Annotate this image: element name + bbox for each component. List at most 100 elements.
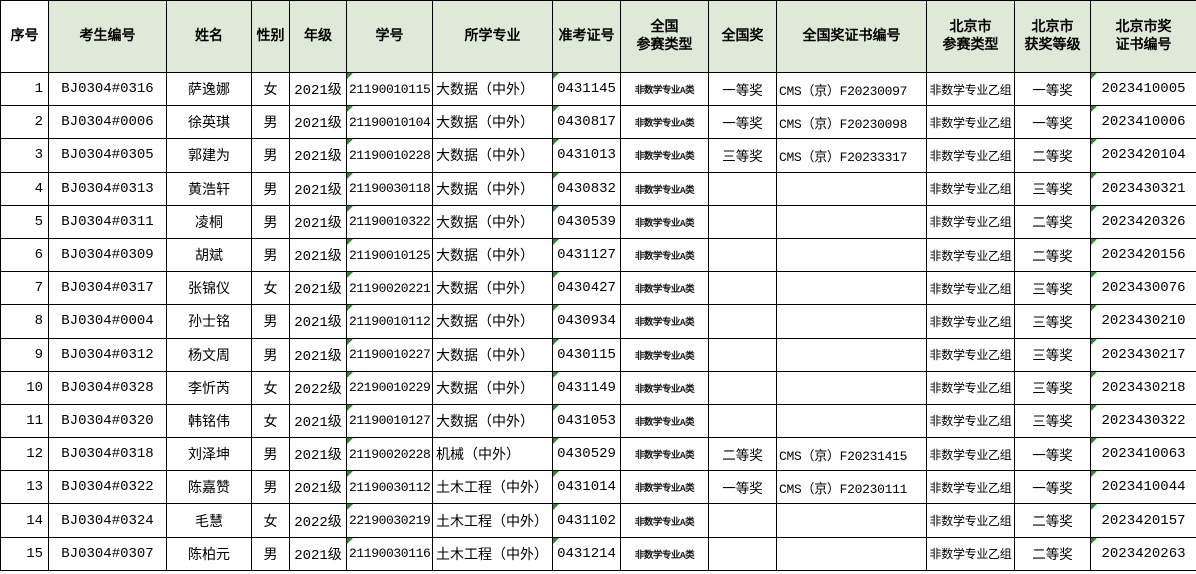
col-header-national-type[interactable]: 全国 参赛类型 bbox=[620, 0, 709, 73]
cell-beijing-award[interactable]: 三等奖 bbox=[1014, 304, 1091, 339]
cell-name[interactable]: 徐英琪 bbox=[166, 105, 252, 140]
cell-gender[interactable]: 男 bbox=[251, 337, 290, 372]
col-header-major[interactable]: 所学专业 bbox=[432, 0, 553, 73]
cell-student-id[interactable]: 21190010322 bbox=[346, 204, 433, 239]
cell-candidate-id[interactable]: BJ0304#0305 bbox=[48, 138, 167, 173]
cell-national-cert-no[interactable] bbox=[776, 304, 927, 339]
cell-national-type[interactable]: 非数学专业A类 bbox=[620, 503, 709, 538]
cell-name[interactable]: 郭建为 bbox=[166, 138, 252, 173]
col-header-grade[interactable]: 年级 bbox=[289, 0, 347, 73]
cell-beijing-type[interactable]: 非数学专业乙组 bbox=[926, 138, 1015, 173]
cell-beijing-award[interactable]: 三等奖 bbox=[1014, 171, 1091, 206]
cell-name[interactable]: 张锦仪 bbox=[166, 271, 252, 306]
cell-major[interactable]: 大数据（中外） bbox=[432, 271, 553, 306]
cell-national-award[interactable] bbox=[708, 403, 777, 439]
cell-national-type[interactable]: 非数学专业A类 bbox=[620, 138, 709, 173]
cell-student-id[interactable]: 21190010227 bbox=[346, 337, 433, 372]
cell-name[interactable]: 凌桐 bbox=[166, 204, 252, 239]
cell-beijing-award[interactable]: 三等奖 bbox=[1014, 370, 1091, 405]
cell-candidate-id[interactable]: BJ0304#0312 bbox=[48, 337, 167, 372]
cell-name[interactable]: 陈柏元 bbox=[166, 536, 252, 571]
cell-major[interactable]: 大数据（中外） bbox=[432, 138, 553, 173]
cell-candidate-id[interactable]: BJ0304#0318 bbox=[48, 437, 167, 472]
cell-grade[interactable]: 2021级 bbox=[289, 536, 347, 571]
cell-national-award[interactable] bbox=[708, 337, 777, 372]
cell-candidate-id[interactable]: BJ0304#0307 bbox=[48, 536, 167, 571]
cell-gender[interactable]: 女 bbox=[251, 71, 290, 107]
cell-beijing-cert-no[interactable]: 2023420104 bbox=[1090, 138, 1196, 173]
cell-major[interactable]: 大数据（中外） bbox=[432, 71, 553, 107]
cell-name[interactable]: 刘泽坤 bbox=[166, 437, 252, 472]
cell-major[interactable]: 大数据（中外） bbox=[432, 171, 553, 206]
cell-major[interactable]: 大数据（中外） bbox=[432, 237, 553, 273]
cell-ticket-no[interactable]: 0430934 bbox=[552, 304, 621, 339]
cell-beijing-type[interactable]: 非数学专业乙组 bbox=[926, 337, 1015, 372]
cell-beijing-type[interactable]: 非数学专业乙组 bbox=[926, 370, 1015, 405]
cell-student-id[interactable]: 22190030219 bbox=[346, 503, 433, 538]
cell-student-id[interactable]: 21190010112 bbox=[346, 304, 433, 339]
cell-national-cert-no[interactable]: CMS（京）F20231415 bbox=[776, 437, 927, 472]
cell-beijing-type[interactable]: 非数学专业乙组 bbox=[926, 437, 1015, 472]
cell-national-award[interactable]: 三等奖 bbox=[708, 138, 777, 173]
cell-candidate-id[interactable]: BJ0304#0317 bbox=[48, 271, 167, 306]
cell-candidate-id[interactable]: BJ0304#0006 bbox=[48, 105, 167, 140]
cell-gender[interactable]: 女 bbox=[251, 271, 290, 306]
cell-candidate-id[interactable]: BJ0304#0313 bbox=[48, 171, 167, 206]
cell-candidate-id[interactable]: BJ0304#0316 bbox=[48, 71, 167, 107]
cell-beijing-type[interactable]: 非数学专业乙组 bbox=[926, 237, 1015, 273]
cell-ticket-no[interactable]: 0430427 bbox=[552, 271, 621, 306]
col-header-student-id[interactable]: 学号 bbox=[346, 0, 433, 73]
cell-gender[interactable]: 男 bbox=[251, 536, 290, 571]
cell-national-award[interactable] bbox=[708, 536, 777, 571]
cell-candidate-id[interactable]: BJ0304#0320 bbox=[48, 403, 167, 439]
cell-gender[interactable]: 男 bbox=[251, 105, 290, 140]
cell-gender[interactable]: 男 bbox=[251, 171, 290, 206]
cell-candidate-id[interactable]: BJ0304#0309 bbox=[48, 237, 167, 273]
cell-beijing-award[interactable]: 一等奖 bbox=[1014, 71, 1091, 107]
cell-national-type[interactable]: 非数学专业A类 bbox=[620, 105, 709, 140]
cell-national-type[interactable]: 非数学专业A类 bbox=[620, 271, 709, 306]
cell-major[interactable]: 土木工程（中外） bbox=[432, 536, 553, 571]
col-header-beijing-cert-no[interactable]: 北京市奖 证书编号 bbox=[1090, 0, 1196, 73]
cell-beijing-type[interactable]: 非数学专业乙组 bbox=[926, 503, 1015, 538]
cell-name[interactable]: 萨逸娜 bbox=[166, 71, 252, 107]
cell-beijing-cert-no[interactable]: 2023420157 bbox=[1090, 503, 1196, 538]
cell-beijing-type[interactable]: 非数学专业乙组 bbox=[926, 470, 1015, 505]
cell-beijing-cert-no[interactable]: 2023420263 bbox=[1090, 536, 1196, 571]
cell-beijing-award[interactable]: 二等奖 bbox=[1014, 138, 1091, 173]
cell-student-id[interactable]: 21190020228 bbox=[346, 437, 433, 472]
cell-national-type[interactable]: 非数学专业A类 bbox=[620, 337, 709, 372]
cell-student-id[interactable]: 22190010229 bbox=[346, 370, 433, 405]
cell-student-id[interactable]: 21190010104 bbox=[346, 105, 433, 140]
col-header-serial[interactable]: 序号 bbox=[0, 0, 49, 73]
cell-grade[interactable]: 2021级 bbox=[289, 271, 347, 306]
cell-national-type[interactable]: 非数学专业A类 bbox=[620, 71, 709, 107]
cell-major[interactable]: 机械（中外） bbox=[432, 437, 553, 472]
col-header-national-award[interactable]: 全国奖 bbox=[708, 0, 777, 73]
cell-beijing-cert-no[interactable]: 2023410005 bbox=[1090, 71, 1196, 107]
cell-national-award[interactable]: 二等奖 bbox=[708, 437, 777, 472]
cell-beijing-cert-no[interactable]: 2023410063 bbox=[1090, 437, 1196, 472]
cell-grade[interactable]: 2021级 bbox=[289, 237, 347, 273]
cell-beijing-cert-no[interactable]: 2023430210 bbox=[1090, 304, 1196, 339]
col-header-name[interactable]: 姓名 bbox=[166, 0, 252, 73]
cell-national-type[interactable]: 非数学专业A类 bbox=[620, 370, 709, 405]
cell-beijing-award[interactable]: 三等奖 bbox=[1014, 337, 1091, 372]
cell-grade[interactable]: 2021级 bbox=[289, 403, 347, 439]
cell-ticket-no[interactable]: 0431145 bbox=[552, 71, 621, 107]
cell-grade[interactable]: 2021级 bbox=[289, 138, 347, 173]
cell-national-type[interactable]: 非数学专业A类 bbox=[620, 237, 709, 273]
cell-serial[interactable]: 6 bbox=[0, 237, 49, 273]
cell-serial[interactable]: 4 bbox=[0, 171, 49, 206]
cell-grade[interactable]: 2021级 bbox=[289, 171, 347, 206]
cell-national-cert-no[interactable]: CMS（京）F20230097 bbox=[776, 71, 927, 107]
cell-grade[interactable]: 2022级 bbox=[289, 503, 347, 538]
cell-serial[interactable]: 5 bbox=[0, 204, 49, 239]
cell-serial[interactable]: 11 bbox=[0, 403, 49, 439]
cell-student-id[interactable]: 21190030112 bbox=[346, 470, 433, 505]
cell-beijing-award[interactable]: 一等奖 bbox=[1014, 437, 1091, 472]
cell-beijing-type[interactable]: 非数学专业乙组 bbox=[926, 271, 1015, 306]
cell-beijing-type[interactable]: 非数学专业乙组 bbox=[926, 171, 1015, 206]
col-header-beijing-type[interactable]: 北京市 参赛类型 bbox=[926, 0, 1015, 73]
cell-grade[interactable]: 2021级 bbox=[289, 204, 347, 239]
